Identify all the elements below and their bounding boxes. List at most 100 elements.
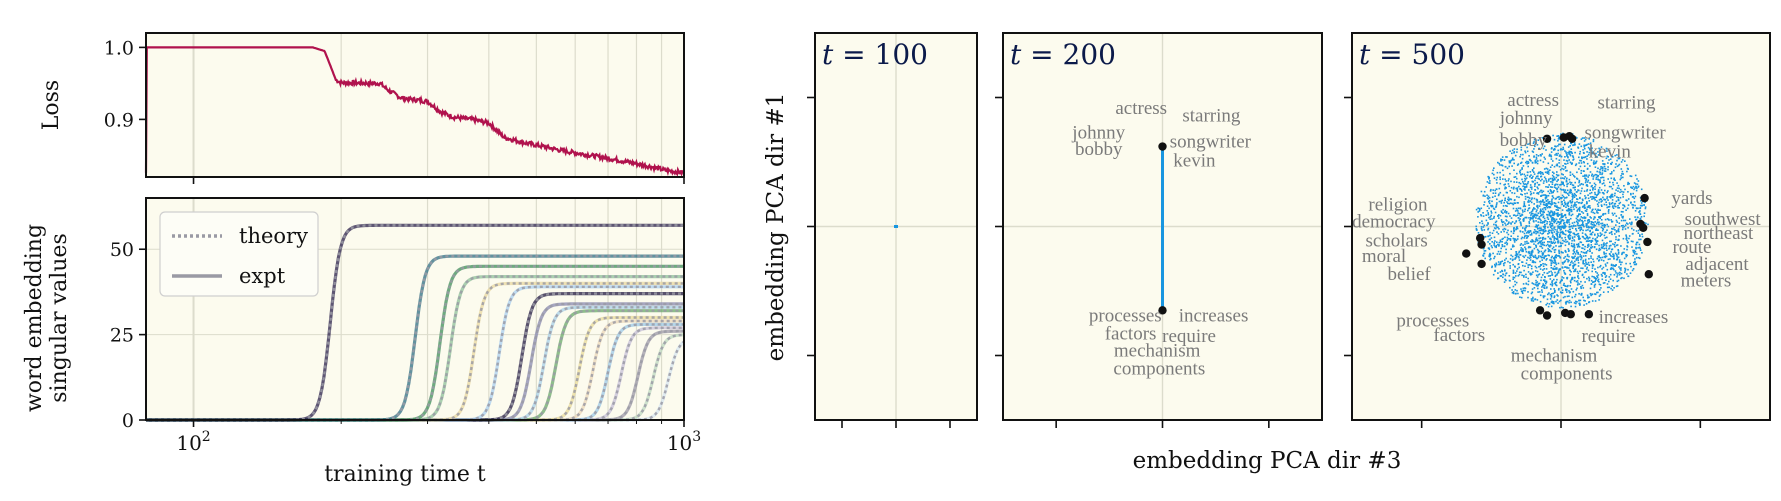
- pca-t500-cloud-point: [1605, 157, 1608, 160]
- pca-t500-cloud-point: [1594, 221, 1596, 223]
- pca-t500-cloud-point: [1604, 198, 1606, 201]
- pca-t500-cloud-point: [1502, 208, 1504, 211]
- pca-t500-cloud-point: [1616, 221, 1618, 223]
- pca-t500-cloud-point: [1596, 221, 1599, 223]
- pca-t500-cloud-point: [1523, 210, 1526, 213]
- pca-t500-cloud-point: [1636, 183, 1639, 186]
- pca-t200-word-label: components: [1113, 358, 1205, 379]
- pca-t500-cloud-point: [1581, 217, 1584, 219]
- pca-t500-cloud-point: [1503, 281, 1506, 283]
- pca-t500-cloud-point: [1570, 210, 1573, 213]
- pca-t500-cloud-point: [1484, 250, 1487, 252]
- pca-t500-cloud-point: [1622, 211, 1624, 213]
- pca-t500-cloud-point: [1553, 278, 1555, 281]
- pca-t500-cloud-point: [1536, 281, 1539, 283]
- pca-t500-cloud-point: [1587, 197, 1590, 200]
- pca-t500-cloud-point: [1493, 215, 1495, 218]
- pca-t500-cloud-point: [1547, 250, 1550, 253]
- pca-t500-cloud-point: [1564, 244, 1567, 247]
- pca-t500-cloud-point: [1540, 173, 1542, 175]
- sv-ytick-label: 25: [110, 325, 134, 347]
- pca-t500-cloud-point: [1627, 183, 1629, 186]
- pca-t500-cloud-point: [1608, 206, 1610, 208]
- pca-t500-cloud-point: [1594, 156, 1597, 158]
- pca-t500-cloud-point: [1554, 154, 1556, 156]
- pca-t500-cloud-point: [1532, 298, 1534, 300]
- pca-t500-cloud-point: [1545, 268, 1548, 270]
- pca-t500-cloud-point: [1538, 255, 1540, 257]
- pca-t500-cloud-point: [1521, 194, 1523, 196]
- pca-t500-cloud-point: [1533, 173, 1536, 175]
- pca-t500-cloud-point: [1601, 173, 1603, 176]
- pca-t500-cloud-point: [1505, 187, 1507, 189]
- pca-t500-cloud-point: [1524, 175, 1527, 177]
- pca-t500-cloud-point: [1500, 202, 1503, 204]
- pca-t500-cloud-point: [1583, 190, 1586, 192]
- pca-t500-cloud-point: [1588, 276, 1590, 279]
- pca-t500-cloud-point: [1508, 202, 1511, 205]
- pca-t500-cloud-point: [1505, 224, 1507, 226]
- pca-t500-cloud-point: [1583, 217, 1585, 219]
- pca-t500-cloud-point: [1532, 283, 1535, 285]
- pca-t500-cloud-point: [1635, 230, 1638, 232]
- pca-t500-cloud-point: [1598, 216, 1600, 218]
- pca-panel-t500: actress starringjohnnysongwriterbobbykevi…: [1344, 32, 1771, 428]
- pca-t500-cloud-point: [1607, 258, 1610, 261]
- pca-t500-cloud-point: [1536, 226, 1538, 228]
- pca-t500-cloud-point: [1570, 206, 1572, 209]
- pca-t500-cloud-point: [1594, 199, 1596, 201]
- pca-t500-cloud-point: [1519, 254, 1522, 256]
- pca-t500-cloud-point: [1533, 141, 1535, 143]
- pca-t500-cloud-point: [1544, 208, 1547, 211]
- pca-t500-cloud-point: [1592, 281, 1594, 283]
- pca-t500-cloud-point: [1596, 276, 1599, 278]
- pca-t500-cloud-point: [1544, 194, 1546, 196]
- pca-t500-cloud-point: [1581, 284, 1584, 287]
- pca-t500-cloud-point: [1633, 251, 1635, 254]
- pca-t500-cloud-point: [1553, 149, 1555, 151]
- pca-t500-cloud-point: [1624, 219, 1627, 222]
- pca-t500-cloud-point: [1537, 287, 1539, 290]
- pca-t500-cloud-point: [1513, 176, 1516, 178]
- pca-t500-cloud-point: [1578, 189, 1580, 192]
- pca-t500-cloud-point: [1494, 189, 1496, 192]
- pca-t500-cloud-point: [1491, 241, 1493, 243]
- pca-t500-cloud-point: [1614, 241, 1616, 244]
- pca-t500-cloud-point: [1571, 236, 1574, 238]
- pca-t500-cloud-point: [1625, 262, 1627, 265]
- pca-t500-cloud-point: [1561, 242, 1564, 245]
- pca-t500-cloud-point: [1504, 166, 1507, 168]
- pca-t500-cloud-point: [1524, 195, 1527, 198]
- pca-t500-cloud-point: [1568, 231, 1571, 233]
- pca-t500-cloud-point: [1584, 181, 1587, 184]
- pca-t500-cloud-point: [1492, 229, 1495, 232]
- pca-t500-cloud-point: [1583, 145, 1586, 147]
- pca-t500-cloud-point: [1632, 192, 1634, 195]
- pca-t500-cloud-point: [1525, 251, 1528, 253]
- pca-t500-cloud-point: [1488, 238, 1491, 241]
- pca-t500-cloud-point: [1529, 246, 1532, 249]
- pca-t500-cloud-point: [1556, 212, 1559, 215]
- pca-t500-cloud-point: [1514, 154, 1517, 157]
- pca-t500-cloud-point: [1639, 204, 1642, 207]
- pca-t500-cloud-point: [1542, 283, 1544, 285]
- pca-t500-cloud-point: [1573, 264, 1575, 267]
- pca-t500-cloud-point: [1569, 285, 1571, 287]
- pca-t500-cloud-point: [1643, 222, 1646, 224]
- pca-t500-cloud-point: [1554, 262, 1556, 264]
- pca-t500-cloud-point: [1592, 152, 1594, 155]
- pca-t500-cloud-point: [1502, 212, 1504, 214]
- pca-t500-cloud-point: [1543, 284, 1545, 287]
- pca-t500-cloud-point: [1606, 196, 1609, 198]
- pca-t500-cloud-point: [1567, 193, 1569, 195]
- pca-t500-cloud-point: [1501, 199, 1503, 202]
- pca-t500-cloud-point: [1518, 271, 1521, 274]
- pca-t500-cloud-point: [1597, 205, 1600, 207]
- pca-t500-cloud-point: [1627, 223, 1629, 225]
- pca-t500-cloud-point: [1542, 252, 1544, 254]
- pca-t500-cloud-point: [1573, 144, 1575, 146]
- pca-t500-cloud-point: [1578, 236, 1580, 238]
- pca-t500-cloud-point: [1568, 233, 1571, 236]
- pca-t500-cloud-point: [1563, 205, 1565, 207]
- pca-t500-cloud-point: [1475, 225, 1477, 228]
